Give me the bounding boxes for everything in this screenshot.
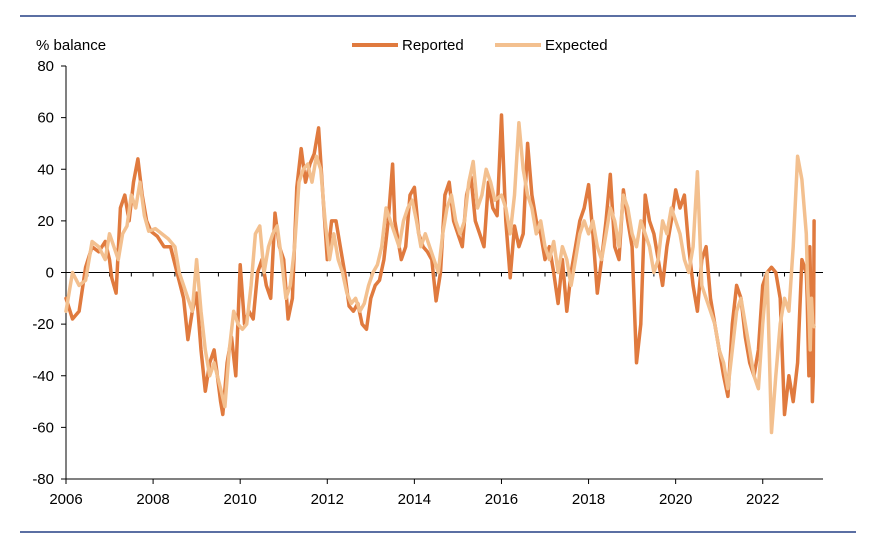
y-tick-label: -20	[32, 316, 54, 333]
y-tick-label: -60	[32, 419, 54, 436]
y-tick-label: -80	[32, 471, 54, 488]
x-tick-label: 2014	[398, 491, 431, 508]
x-tick-label: 2020	[659, 491, 692, 508]
x-tick-label: 2006	[49, 491, 82, 508]
y-axis-label: % balance	[36, 37, 106, 54]
legend-label-expected: Expected	[545, 37, 608, 54]
y-tick-label: 80	[37, 58, 54, 75]
y-tick-label: 40	[37, 161, 54, 178]
legend: Reported Expected	[352, 37, 608, 54]
x-tick-label: 2022	[746, 491, 779, 508]
x-tick-label: 2010	[223, 491, 256, 508]
y-tick-label: -40	[32, 368, 54, 385]
series-line-expected	[64, 121, 816, 435]
x-tick-label: 2016	[485, 491, 518, 508]
plot-area: 80 60 40 20 0 -20 -40 -60 -80 2006 2008 2010 2012 201…	[32, 58, 823, 508]
x-tick-label: 2012	[311, 491, 344, 508]
y-tick-label: 0	[46, 265, 54, 282]
legend-label-reported: Reported	[402, 37, 464, 54]
y-tick-label: 60	[37, 110, 54, 127]
y-tick-label: 20	[37, 213, 54, 230]
x-tick-label: 2018	[572, 491, 605, 508]
x-tick-label: 2008	[136, 491, 169, 508]
